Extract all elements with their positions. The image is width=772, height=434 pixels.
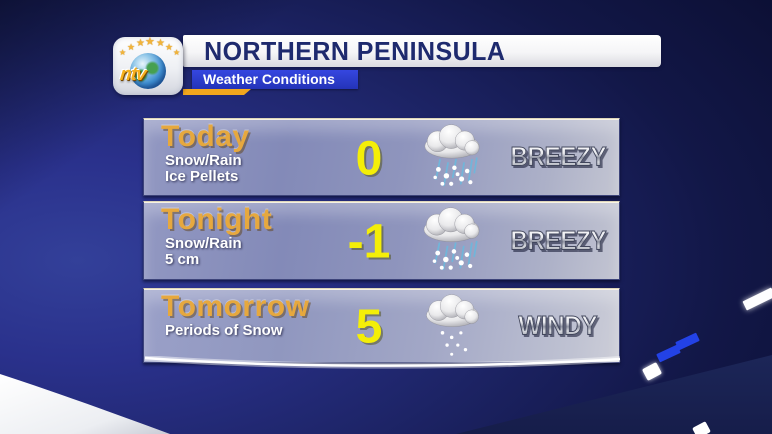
wind-wrap: BREEZY [496, 225, 620, 256]
snow-rain-cloud-icon [424, 207, 480, 271]
row-bottom-curve [144, 356, 621, 369]
corner-swoosh [0, 374, 170, 434]
subtitle: Weather Conditions [203, 71, 335, 87]
condition-line: Periods of Snow [165, 322, 283, 339]
period-block: Today Snow/Rain Ice Pellets [161, 120, 250, 185]
snow-rain-cloud-icon [424, 124, 480, 187]
temperature-value: 5 [355, 300, 383, 354]
snow-cloud-icon [425, 294, 479, 357]
streak-decoration [656, 344, 681, 363]
star-icon [173, 49, 180, 57]
wind-wrap: WINDY [496, 310, 620, 341]
period-block: Tonight Snow/Rain 5 cm [161, 203, 272, 268]
forecast-row: Tomorrow Periods of Snow 5 [143, 288, 621, 369]
period-label: Today [161, 120, 250, 153]
star-icon [165, 43, 173, 52]
wind-condition-label: BREEZY [510, 141, 607, 172]
period-label: Tomorrow [161, 290, 310, 323]
period-label: Tonight [161, 203, 273, 236]
bottom-right-panel [456, 355, 772, 434]
globe-icon [130, 53, 166, 89]
ntv-logo-text: ntv [118, 64, 147, 85]
streak-decoration [742, 287, 772, 311]
page-title: NORTHERN PENINSULA [204, 36, 506, 66]
condition-line: Ice Pellets [165, 168, 239, 185]
gold-accent-strip [183, 89, 251, 95]
star-icon [145, 37, 155, 48]
star-icon [119, 49, 126, 57]
weather-icon-wrap [408, 292, 496, 359]
weather-icon-wrap [408, 122, 496, 192]
star-icon [156, 39, 165, 49]
title-banner: NORTHERN PENINSULA [183, 35, 661, 67]
wind-wrap: BREEZY [496, 141, 620, 173]
condition-line: Snow/Rain [165, 152, 242, 169]
ntv-logo: ntv [113, 37, 183, 95]
wind-condition-label: WINDY [518, 310, 598, 341]
weather-icon-wrap [408, 205, 496, 276]
star-icon [136, 39, 145, 49]
streak-decoration [641, 362, 663, 381]
condition-line: Snow/Rain [165, 235, 242, 252]
forecast-row: Today Snow/Rain Ice Pellets 0 [143, 118, 620, 196]
period-block: Tomorrow Periods of Snow [161, 290, 309, 339]
condition-line: 5 cm [165, 251, 200, 268]
wind-condition-label: BREEZY [510, 225, 607, 256]
temperature-value: 0 [355, 132, 383, 186]
star-icon [127, 43, 135, 52]
temperature-value: -1 [347, 215, 391, 269]
forecast-row: Tonight Snow/Rain 5 cm -1 [143, 201, 620, 280]
subtitle-bar: Weather Conditions [192, 70, 358, 89]
